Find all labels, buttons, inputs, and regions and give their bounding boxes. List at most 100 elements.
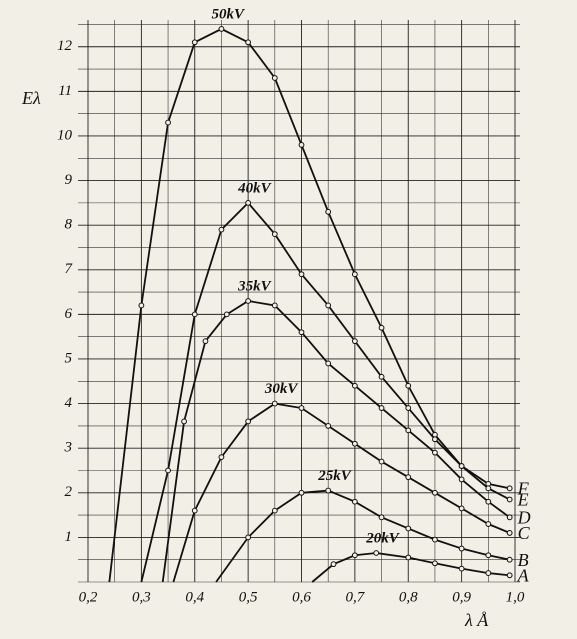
curve-label: 50kV xyxy=(211,6,246,22)
data-point xyxy=(325,360,332,367)
data-point xyxy=(165,119,171,126)
y-tick-label: 1 xyxy=(65,529,73,545)
y-tick-label: 8 xyxy=(65,217,73,233)
data-point xyxy=(202,338,209,345)
data-point xyxy=(325,487,332,494)
x-tick-label: 0,3 xyxy=(132,589,151,605)
data-point xyxy=(506,530,513,536)
y-tick-label: 3 xyxy=(64,440,73,456)
data-point xyxy=(405,474,412,481)
data-point xyxy=(432,449,438,456)
x-tick-label: 0,4 xyxy=(185,589,204,605)
data-point xyxy=(378,373,385,380)
data-point xyxy=(458,476,465,483)
data-point xyxy=(271,400,278,407)
data-point xyxy=(325,302,332,309)
data-point xyxy=(245,298,252,304)
x-tick-label: 0,2 xyxy=(79,589,98,605)
y-tick-label: 9 xyxy=(65,172,73,188)
data-point xyxy=(378,324,385,331)
curve xyxy=(215,489,510,583)
data-point xyxy=(485,521,492,527)
data-point xyxy=(245,534,252,541)
y-tick-label: 11 xyxy=(58,83,72,99)
data-point xyxy=(298,141,305,148)
curve-end-label: B xyxy=(518,550,529,570)
data-point xyxy=(165,467,171,474)
data-point xyxy=(191,39,198,46)
data-point xyxy=(506,556,513,563)
curve-label: 35kV xyxy=(237,278,273,294)
y-tick-label: 5 xyxy=(65,350,73,366)
data-point xyxy=(432,489,438,496)
curve-end-label: C xyxy=(518,523,531,543)
y-axis-label: Eλ xyxy=(21,88,41,108)
data-point xyxy=(405,382,412,389)
curve xyxy=(172,402,511,583)
x-axis-label: λ Å xyxy=(464,610,489,630)
y-tick-label: 4 xyxy=(65,395,73,411)
x-tick-label: 0,8 xyxy=(399,589,418,605)
x-tick-label: 0,5 xyxy=(239,589,258,605)
data-point xyxy=(351,498,358,505)
data-point xyxy=(298,405,305,411)
data-point xyxy=(298,489,305,496)
data-point xyxy=(485,570,492,576)
y-tick-label: 10 xyxy=(57,127,73,143)
data-point xyxy=(506,572,513,579)
y-tick-label: 12 xyxy=(57,38,73,54)
data-point xyxy=(223,311,230,318)
x-tick-label: 0,9 xyxy=(452,589,471,605)
data-point xyxy=(218,454,225,461)
data-point xyxy=(378,405,385,411)
data-point xyxy=(378,458,385,465)
data-point xyxy=(138,302,145,309)
data-point xyxy=(485,498,492,505)
data-point xyxy=(432,536,438,543)
data-point xyxy=(218,26,225,32)
data-point xyxy=(485,485,492,492)
curve-end-label: A xyxy=(517,565,530,585)
data-point xyxy=(191,311,198,318)
data-point xyxy=(271,231,278,237)
data-point xyxy=(405,405,412,411)
x-tick-label: 0,7 xyxy=(346,589,366,605)
data-point xyxy=(325,422,332,429)
data-point xyxy=(218,226,225,233)
data-point xyxy=(298,329,305,336)
data-point xyxy=(458,463,465,469)
data-point xyxy=(458,505,465,512)
y-tick-label: 7 xyxy=(65,261,74,277)
data-point xyxy=(298,271,305,278)
data-point xyxy=(351,440,358,447)
data-point xyxy=(351,271,358,278)
data-point xyxy=(506,485,513,492)
x-tick-label: 0,6 xyxy=(292,589,311,605)
curve xyxy=(108,27,510,583)
data-point xyxy=(378,514,385,521)
data-point xyxy=(485,552,492,559)
y-tick-label: 2 xyxy=(65,484,73,500)
data-point xyxy=(245,199,252,206)
data-point xyxy=(458,565,465,572)
curve-label: 25kV xyxy=(317,468,353,484)
data-point xyxy=(506,496,513,503)
data-point xyxy=(351,552,358,559)
data-point xyxy=(351,382,358,389)
data-point xyxy=(271,75,278,81)
curve-end-label: F xyxy=(517,478,530,498)
data-point xyxy=(191,507,198,514)
data-point xyxy=(405,525,412,532)
data-point xyxy=(245,418,252,425)
data-point xyxy=(432,560,438,567)
data-point xyxy=(458,545,465,552)
data-point xyxy=(351,338,358,345)
data-point xyxy=(271,507,278,514)
data-point xyxy=(325,208,332,215)
curve-label: 20kV xyxy=(365,530,401,546)
curve-end-label: E xyxy=(517,490,529,510)
data-point xyxy=(181,418,187,425)
curve-label: 40kV xyxy=(237,180,273,196)
curve-end-label: D xyxy=(517,507,531,527)
